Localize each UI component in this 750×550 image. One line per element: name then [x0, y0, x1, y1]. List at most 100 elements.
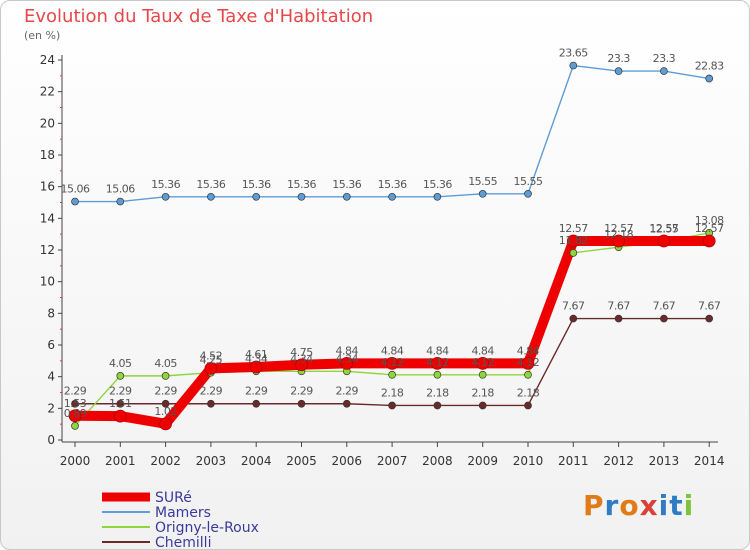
- data-point-origny-le-roux: [388, 370, 396, 379]
- x-tick-label: 2006: [332, 454, 363, 468]
- data-label-sur-: 4.61: [245, 348, 268, 361]
- x-tick-label: 2012: [603, 454, 634, 468]
- x-tick-label: 2005: [286, 454, 317, 468]
- y-tick-label: 6: [47, 338, 55, 352]
- data-label-mamers: 22.83: [695, 60, 724, 73]
- data-label-origny-le-roux: 4.12: [381, 356, 404, 369]
- data-point-origny-le-roux: [569, 249, 578, 257]
- data-point-sur-: [249, 360, 263, 374]
- data-point-mamers: [207, 192, 215, 201]
- data-label-mamers: 15.36: [151, 178, 180, 191]
- data-label-sur-: 4.84: [426, 344, 449, 357]
- data-point-chemilli: [614, 314, 623, 323]
- data-point-sur-: [702, 234, 716, 248]
- data-point-mamers: [161, 192, 170, 201]
- y-tick-label: 24: [40, 53, 55, 67]
- data-point-chemilli: [71, 399, 79, 408]
- data-point-chemilli: [569, 314, 578, 323]
- data-label-chemilli: 7.67: [607, 300, 630, 313]
- logo-letter: i: [658, 489, 670, 522]
- x-tick-label: 2003: [196, 454, 227, 468]
- data-label-mamers: 23.3: [607, 52, 630, 65]
- data-label-origny-le-roux: 11.82: [559, 234, 588, 247]
- data-point-sur-: [68, 409, 82, 423]
- data-point-chemilli: [342, 399, 351, 408]
- data-label-origny-le-roux: 4.05: [154, 357, 177, 370]
- y-tick-label: 18: [40, 148, 55, 162]
- x-tick-label: 2004: [241, 454, 272, 468]
- data-label-origny-le-roux: 4.25: [200, 354, 223, 367]
- data-label-sur-: 12.57: [649, 222, 678, 235]
- data-label-sur-: 4.84: [471, 344, 494, 357]
- data-label-chemilli: 2.18: [517, 386, 540, 399]
- data-point-mamers: [342, 192, 351, 201]
- data-label-mamers: 23.65: [559, 47, 588, 60]
- data-label-chemilli: 7.67: [653, 300, 676, 313]
- data-point-sur-: [113, 409, 127, 423]
- x-tick-label: 2010: [513, 454, 544, 468]
- data-label-origny-le-roux: 0.89: [64, 407, 87, 420]
- data-label-mamers: 15.55: [468, 175, 497, 188]
- data-point-mamers: [614, 67, 623, 75]
- legend-label: Origny-le-Roux: [155, 520, 259, 536]
- data-point-mamers: [71, 197, 79, 206]
- data-point-mamers: [388, 192, 396, 201]
- y-tick-label: 16: [40, 180, 55, 194]
- data-label-origny-le-roux: 4.12: [426, 356, 449, 369]
- x-tick-label: 2013: [649, 454, 680, 468]
- data-labels: 15.06 15.06 15.36 15.36 15.36 15.36 15.36 15.36…: [61, 47, 725, 420]
- data-label-chemilli: 2.18: [426, 386, 449, 399]
- y-tick-label: 10: [40, 275, 55, 289]
- x-tick-label: 2007: [377, 454, 408, 468]
- y-tick-label: 14: [40, 211, 55, 225]
- data-label-sur-: 1.53: [64, 397, 87, 410]
- data-point-mamers: [705, 74, 714, 83]
- data-point-sur-: [204, 362, 218, 375]
- data-point-sur-: [657, 234, 671, 248]
- data-label-chemilli: 2.29: [245, 385, 268, 398]
- data-point-sur-: [159, 417, 172, 431]
- logo-letter: t: [669, 489, 684, 522]
- data-label-chemilli: 2.29: [154, 385, 177, 398]
- data-point-sur-: [431, 357, 444, 370]
- data-label-origny-le-roux: 4.05: [109, 357, 132, 370]
- data-point-origny-le-roux: [116, 372, 125, 380]
- data-label-chemilli: 2.29: [64, 385, 87, 398]
- data-label-chemilli: 7.67: [698, 300, 721, 313]
- data-point-chemilli: [478, 401, 487, 410]
- data-label-sur-: 4.75: [290, 346, 313, 359]
- series-points: [68, 61, 716, 431]
- data-label-mamers: 15.36: [196, 178, 225, 191]
- data-point-origny-le-roux: [524, 370, 532, 379]
- data-point-origny-le-roux: [433, 370, 442, 379]
- data-label-mamers: 15.36: [332, 178, 361, 191]
- data-point-mamers: [478, 189, 487, 198]
- data-point-sur-: [612, 234, 625, 248]
- logo-letter: i: [683, 489, 695, 522]
- data-point-chemilli: [207, 399, 215, 408]
- data-label-origny-le-roux: 4.12: [517, 356, 540, 369]
- data-point-mamers: [660, 67, 668, 75]
- data-label-origny-le-roux: 4.34: [336, 352, 359, 365]
- data-label-origny-le-roux: 12.55: [649, 222, 678, 235]
- data-label-sur-: 4.84: [336, 344, 359, 357]
- legend-label: Chemilli: [155, 535, 211, 550]
- data-point-chemilli: [524, 401, 532, 410]
- data-label-origny-le-roux: 12.18: [604, 228, 633, 241]
- data-label-mamers: 15.36: [423, 178, 452, 191]
- data-point-sur-: [385, 357, 399, 370]
- x-tick-label: 2008: [422, 454, 453, 468]
- data-label-sur-: 1.02: [154, 405, 177, 418]
- data-point-origny-le-roux: [161, 372, 170, 380]
- data-point-origny-le-roux: [71, 422, 79, 430]
- data-label-chemilli: 2.29: [109, 385, 132, 398]
- y-tick-label: 4: [47, 370, 55, 384]
- data-label-mamers: 15.36: [287, 178, 316, 191]
- data-label-mamers: 15.55: [514, 175, 543, 188]
- data-point-sur-: [521, 357, 535, 370]
- data-label-sur-: 12.57: [559, 222, 588, 235]
